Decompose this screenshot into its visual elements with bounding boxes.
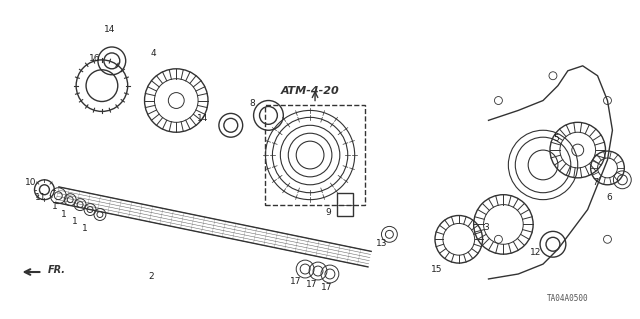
Bar — [337, 193, 353, 217]
Text: 11: 11 — [35, 193, 46, 202]
Text: 5: 5 — [553, 134, 559, 143]
Text: ATM-4-20: ATM-4-20 — [281, 85, 339, 96]
Text: 1: 1 — [82, 224, 88, 233]
Text: 17: 17 — [307, 280, 318, 289]
Text: 14: 14 — [197, 114, 209, 123]
Text: 16: 16 — [89, 54, 100, 63]
Text: 17: 17 — [321, 283, 333, 293]
Text: 8: 8 — [250, 99, 255, 108]
Text: 1: 1 — [72, 217, 78, 226]
Text: 9: 9 — [325, 208, 331, 217]
Text: 13: 13 — [376, 239, 387, 248]
Text: 14: 14 — [104, 25, 116, 33]
Text: FR.: FR. — [47, 265, 65, 275]
Text: 7: 7 — [593, 178, 598, 187]
Text: 17: 17 — [289, 278, 301, 286]
Text: 3: 3 — [484, 223, 490, 232]
Text: 1: 1 — [61, 210, 67, 219]
Text: TA04A0500: TA04A0500 — [547, 294, 589, 303]
Text: 1: 1 — [51, 202, 57, 211]
Bar — [266, 106, 365, 204]
Text: 6: 6 — [607, 193, 612, 202]
Text: 15: 15 — [431, 264, 443, 273]
Text: 4: 4 — [150, 49, 156, 58]
Text: 10: 10 — [25, 178, 36, 187]
Text: 12: 12 — [531, 248, 542, 257]
Text: 2: 2 — [148, 272, 154, 281]
